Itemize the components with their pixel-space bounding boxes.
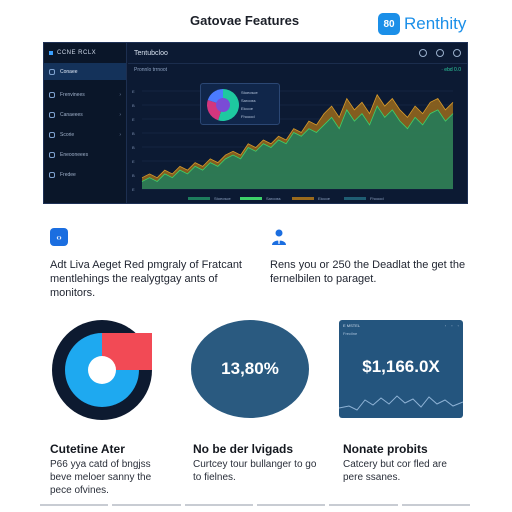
brand-name: Renthity bbox=[404, 14, 467, 33]
sidebar-item-3[interactable]: Scorie › bbox=[44, 126, 126, 143]
chevron-right-icon: › bbox=[119, 111, 121, 118]
dashboard-sidebar: CCNE RCLX Conaee Frenvinees › Canaeees ›… bbox=[44, 43, 127, 203]
feature-text-1: Rens you or 250 the Deadlat the get the … bbox=[270, 259, 466, 285]
sidebar-header: CCNE RCLX bbox=[44, 43, 126, 63]
card-title-2: Nonate probits bbox=[343, 442, 428, 456]
sidebar-item-label: Frenvinees bbox=[60, 91, 85, 98]
card-body-2: Catcery but cor fled are pere ssanes. bbox=[343, 459, 447, 483]
sidebar-item-label: Scorie bbox=[60, 131, 75, 138]
sidebar-item-0[interactable]: Conaee bbox=[44, 63, 126, 80]
card-body-0: P66 yya catd of bngjss beve meloer sanny… bbox=[50, 459, 152, 496]
donut-chart bbox=[207, 89, 239, 121]
donut-inset: Stoeosce Sarooss Eiccoe Fhoood bbox=[200, 83, 280, 125]
inset-legend-item: Sarooss bbox=[241, 98, 256, 103]
mini-icon: ◦ bbox=[451, 323, 453, 328]
chart-status: · ebd 0.0 bbox=[441, 67, 461, 73]
donut-hole bbox=[216, 98, 230, 112]
mini-icon: ◦ bbox=[444, 323, 447, 328]
legend-label: Stoeosce bbox=[214, 196, 231, 201]
chart-icon bbox=[49, 111, 55, 118]
brand-logo-icon: 80 bbox=[378, 13, 400, 35]
sidebar-item-label: Conaee bbox=[60, 68, 78, 75]
y-tick-label: E bbox=[132, 89, 135, 94]
y-tick-label: B bbox=[132, 145, 135, 150]
feature-text-0: Adt Liva Aeget Red pmgraly of Fratcant m… bbox=[50, 259, 242, 299]
brand[interactable]: 80 Renthity bbox=[378, 13, 466, 35]
sidebar-logo-icon bbox=[49, 51, 53, 55]
legend-swatch bbox=[292, 197, 314, 200]
legend-label: Fhoood bbox=[370, 196, 384, 201]
page-title: Gatovae Features bbox=[190, 13, 300, 28]
legend-swatch bbox=[344, 197, 366, 200]
clock-icon bbox=[49, 151, 55, 158]
sidebar-item-label: Canaeees bbox=[60, 111, 83, 118]
y-tick-label: B bbox=[132, 103, 135, 108]
mini-value: $1,166.0X bbox=[362, 357, 440, 376]
y-tick-label: E bbox=[132, 117, 135, 122]
inset-legend-item: Stoeosce bbox=[241, 90, 258, 95]
sidebar-item-label: Eneooneees bbox=[60, 151, 89, 158]
inset-legend-item: Eiccoe bbox=[241, 106, 254, 111]
settings-icon bbox=[49, 171, 55, 178]
percent-disc: 13,80% bbox=[191, 320, 309, 418]
legend-swatch bbox=[188, 197, 210, 200]
user-icon bbox=[270, 228, 288, 246]
inset-legend-item: Fhoood bbox=[241, 114, 255, 119]
legend-swatch bbox=[240, 197, 262, 200]
y-tick-label: E bbox=[132, 187, 135, 192]
star-icon bbox=[49, 131, 55, 138]
hexagon-icon: ‹› bbox=[50, 228, 68, 246]
y-tick-label: B bbox=[132, 173, 135, 178]
mini-dashboard: E MSTEL ◦ ◦ ◦ Frecilne $1,166.0X bbox=[339, 320, 463, 418]
settings-icon[interactable] bbox=[436, 49, 444, 57]
ring-chart bbox=[52, 320, 152, 420]
mini-title: E MSTEL bbox=[343, 323, 361, 328]
mini-line-chart bbox=[339, 395, 463, 411]
card-title-0: Cutetine Ater bbox=[50, 442, 125, 456]
legend-label: Eiccoe bbox=[318, 196, 331, 201]
legend-label: Sarooss bbox=[266, 196, 281, 201]
sidebar-item-label: Fredee bbox=[60, 171, 76, 178]
card-title-1: No be der lvigads bbox=[193, 442, 294, 456]
sidebar-item-4[interactable]: Eneooneees bbox=[44, 146, 126, 163]
user-icon[interactable] bbox=[453, 49, 461, 57]
series-1-area bbox=[142, 106, 453, 189]
mini-icon: ◦ bbox=[457, 323, 459, 328]
dashboard-topbar: Tentubcloo bbox=[128, 43, 467, 64]
chevron-right-icon: › bbox=[119, 131, 121, 138]
footer-rule bbox=[40, 504, 470, 512]
series-0-line bbox=[141, 93, 454, 179]
dashboard-preview: CCNE RCLX Conaee Frenvinees › Canaeees ›… bbox=[43, 42, 468, 204]
refresh-icon[interactable] bbox=[419, 49, 427, 57]
sidebar-title: CCNE RCLX bbox=[57, 50, 97, 56]
sidebar-item-5[interactable]: Fredee bbox=[44, 166, 126, 183]
y-tick-label: B bbox=[132, 131, 135, 136]
chevron-right-icon: › bbox=[119, 91, 121, 98]
sidebar-item-2[interactable]: Canaeees › bbox=[44, 106, 126, 123]
series-1-line bbox=[141, 105, 454, 182]
list-icon bbox=[49, 91, 55, 98]
grid-icon bbox=[49, 68, 55, 75]
sidebar-item-1[interactable]: Frenvinees › bbox=[44, 86, 126, 103]
y-tick-label: E bbox=[132, 159, 135, 164]
chart-subtitle: Pronnlo trrnoot bbox=[134, 67, 168, 73]
card-body-1: Curtcey tour bullanger to go to fielnes. bbox=[193, 459, 317, 483]
topbar-title: Tentubcloo bbox=[134, 49, 168, 57]
dashboard-subheader: Pronnlo trrnoot · ebd 0.0 bbox=[128, 64, 467, 76]
area-chart: E B E B B E B E Stoeosce Sarooss Eiccoe Fhoood bbox=[132, 89, 454, 201]
mini-subtitle: Frecilne bbox=[343, 331, 358, 336]
